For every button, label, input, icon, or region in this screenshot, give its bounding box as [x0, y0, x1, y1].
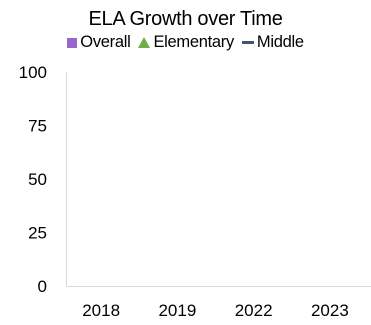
y-tick-label: 0: [38, 277, 47, 296]
legend-dash-icon: [241, 41, 254, 44]
x-tick-labels: 2018 2019 2022 2023: [82, 301, 349, 320]
legend-square-icon: [67, 37, 78, 48]
legend-item-elementary: Elementary: [138, 33, 234, 52]
y-tick-label: 50: [28, 170, 47, 189]
y-tick-label: 25: [28, 224, 47, 243]
chart-title: ELA Growth over Time: [88, 8, 283, 30]
y-tick-labels: 100 75 50 25 0: [19, 63, 47, 296]
legend-item-middle: Middle: [241, 33, 304, 52]
chart-axes: [66, 72, 371, 287]
chart-legend: Overall Elementary Middle: [0, 33, 371, 52]
x-tick-label: 2019: [158, 301, 196, 320]
y-tick-label: 100: [19, 63, 47, 82]
legend-label-overall: Overall: [80, 33, 131, 51]
legend-triangle-icon: [138, 37, 151, 48]
x-tick-label: 2023: [311, 301, 349, 320]
x-tick-label: 2022: [235, 301, 273, 320]
y-tick-label: 75: [28, 117, 47, 136]
legend-label-elementary: Elementary: [153, 33, 234, 51]
legend-label-middle: Middle: [256, 33, 304, 51]
x-tick-label: 2018: [82, 301, 120, 320]
legend-item-overall: Overall: [67, 33, 131, 52]
